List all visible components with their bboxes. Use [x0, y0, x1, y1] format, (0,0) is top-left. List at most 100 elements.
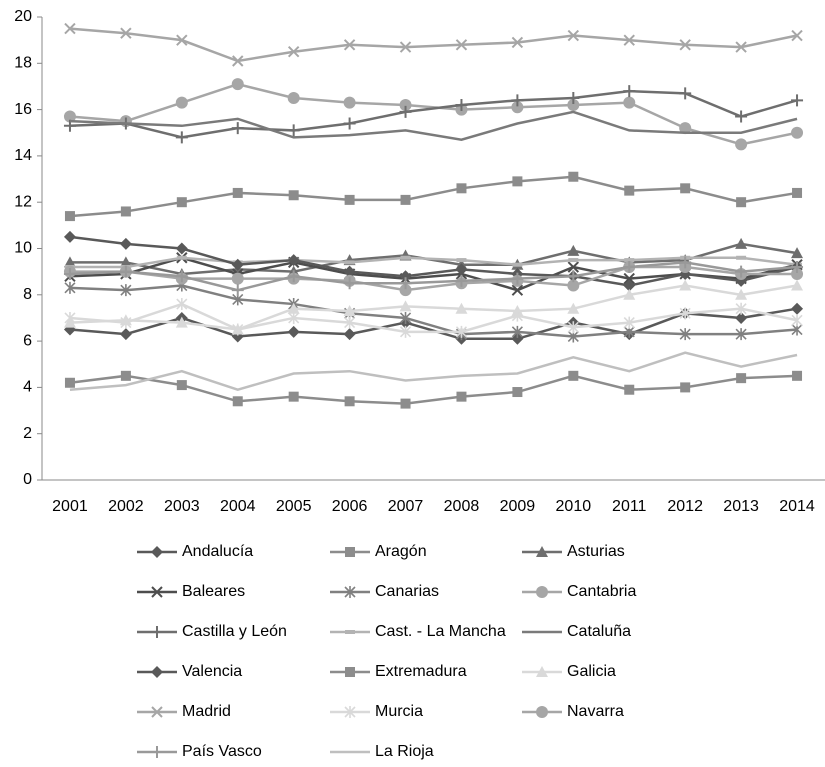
series-line	[69, 302, 798, 334]
marker	[63, 256, 76, 268]
marker	[288, 190, 299, 201]
marker	[231, 272, 244, 285]
legend-label: Navarra	[567, 703, 624, 720]
x-tick-label: 2010	[556, 498, 592, 515]
legend-label: Castilla y León	[182, 623, 287, 640]
x-tick-label: 2009	[500, 498, 536, 515]
marker	[287, 325, 300, 338]
marker	[735, 328, 747, 341]
marker	[512, 176, 523, 187]
marker	[151, 666, 163, 678]
marker	[623, 316, 635, 329]
x-tick-label: 2003	[164, 498, 200, 515]
marker	[791, 314, 803, 327]
marker	[568, 370, 579, 381]
y-tick-label: 16	[14, 101, 32, 118]
series-line	[69, 27, 798, 63]
marker	[120, 206, 131, 217]
marker	[735, 237, 748, 249]
y-tick-label: 4	[23, 379, 32, 396]
marker	[232, 187, 243, 198]
marker	[735, 311, 748, 324]
marker	[176, 34, 188, 46]
series-line	[69, 284, 798, 338]
marker	[232, 55, 244, 67]
marker	[735, 265, 748, 278]
marker	[400, 194, 411, 205]
y-tick-label: 8	[23, 286, 32, 303]
marker	[735, 288, 748, 300]
marker	[735, 110, 748, 123]
marker	[231, 284, 244, 297]
marker	[679, 279, 692, 291]
marker	[536, 666, 548, 677]
marker	[399, 284, 412, 297]
marker	[679, 39, 691, 51]
marker	[623, 96, 636, 109]
marker	[175, 270, 188, 283]
y-tick-label: 20	[14, 8, 32, 25]
legend-label: Cantabria	[567, 583, 636, 600]
marker	[567, 279, 580, 292]
marker	[64, 211, 75, 222]
marker	[151, 746, 163, 758]
marker	[455, 274, 468, 287]
legend-label: Canarias	[375, 583, 439, 600]
marker	[680, 382, 691, 393]
marker	[175, 316, 188, 328]
marker	[63, 267, 76, 280]
x-tick-label: 2001	[52, 498, 88, 515]
legend-label: Aragón	[375, 543, 427, 560]
marker	[456, 391, 467, 402]
marker	[735, 302, 747, 315]
marker	[623, 279, 636, 292]
marker	[120, 316, 132, 329]
legend-label: Asturias	[567, 543, 625, 560]
marker	[399, 105, 412, 118]
y-tick-label: 2	[23, 425, 32, 442]
marker	[511, 94, 524, 107]
marker	[231, 78, 244, 91]
marker	[345, 667, 355, 677]
marker	[64, 281, 76, 294]
marker	[791, 247, 804, 259]
marker	[567, 92, 580, 105]
marker	[176, 380, 187, 391]
marker	[455, 325, 468, 338]
marker	[512, 387, 523, 398]
marker	[680, 183, 691, 194]
marker	[536, 586, 548, 598]
legend-label: Baleares	[182, 583, 245, 600]
marker	[536, 706, 548, 718]
marker	[568, 171, 579, 182]
marker	[679, 256, 692, 269]
series-line	[69, 235, 798, 287]
marker	[287, 302, 300, 314]
x-tick-label: 2011	[612, 498, 647, 515]
marker	[399, 98, 412, 111]
marker	[64, 22, 76, 35]
marker	[119, 256, 132, 268]
marker	[400, 398, 411, 409]
marker	[623, 34, 635, 46]
marker	[623, 85, 636, 98]
marker	[679, 328, 691, 341]
marker	[511, 272, 524, 285]
marker	[735, 138, 748, 151]
marker	[455, 302, 468, 314]
x-tick-label: 2012	[667, 498, 703, 515]
marker	[791, 279, 804, 291]
series-line	[69, 351, 798, 392]
marker	[343, 117, 356, 130]
marker	[232, 396, 243, 407]
marker	[287, 124, 300, 137]
series-line	[69, 374, 798, 405]
marker	[399, 270, 412, 283]
marker	[623, 288, 636, 300]
marker	[63, 230, 76, 243]
marker	[511, 284, 524, 296]
marker	[511, 101, 524, 114]
y-tick-label: 10	[14, 240, 32, 257]
marker	[791, 94, 804, 107]
